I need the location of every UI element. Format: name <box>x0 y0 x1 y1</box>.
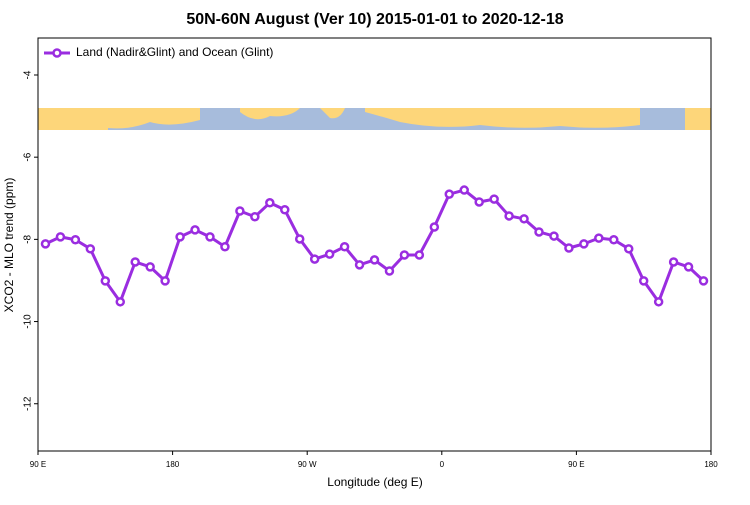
y-tick-label: -12 <box>23 396 34 411</box>
point <box>324 249 335 259</box>
y-tick-label: -10 <box>23 314 34 329</box>
point <box>294 234 305 244</box>
point <box>683 262 694 272</box>
y-axis-label: XCO2 - MLO trend (ppm) <box>2 178 16 313</box>
legend: Land (Nadir&Glint) and Ocean (Glint) <box>44 45 273 59</box>
point <box>399 250 410 260</box>
point <box>653 297 664 307</box>
point <box>130 257 140 267</box>
point <box>519 214 529 224</box>
point <box>594 233 604 243</box>
point <box>369 255 380 265</box>
point <box>115 297 126 307</box>
y-tick-label: -6 <box>23 152 34 161</box>
point <box>70 235 81 245</box>
legend-label: Land (Nadir&Glint) and Ocean (Glint) <box>76 45 273 59</box>
point <box>175 232 185 242</box>
point <box>429 222 440 232</box>
x-tick-label: 180 <box>704 460 718 469</box>
point <box>309 254 320 264</box>
point <box>459 185 469 195</box>
point <box>549 231 559 241</box>
point <box>265 198 275 208</box>
map-strip <box>38 108 711 130</box>
point <box>698 276 709 286</box>
point <box>444 189 455 199</box>
x-tick-label: 90 E <box>568 460 584 469</box>
point <box>414 250 425 260</box>
point <box>504 211 514 221</box>
point <box>280 205 290 215</box>
point <box>354 260 365 270</box>
point <box>579 239 589 249</box>
point <box>85 244 96 254</box>
point <box>40 239 51 249</box>
point <box>220 242 230 252</box>
point <box>384 266 395 276</box>
point <box>160 276 170 286</box>
y-tick-label: -8 <box>23 234 34 243</box>
point <box>100 276 111 286</box>
x-tick-label: 90 W <box>298 460 317 469</box>
point <box>339 242 350 252</box>
point <box>190 225 200 235</box>
point <box>534 227 544 237</box>
point <box>474 197 484 207</box>
x-axis-label: Longitude (deg E) <box>327 475 422 489</box>
point <box>623 244 634 254</box>
series-line <box>44 188 705 304</box>
point <box>668 257 679 267</box>
legend-marker <box>52 48 62 58</box>
point <box>250 212 260 222</box>
point <box>564 243 574 253</box>
point <box>638 276 649 286</box>
point <box>55 232 66 242</box>
point <box>205 232 215 242</box>
point <box>489 194 499 204</box>
chart-title: 50N-60N August (Ver 10) 2015-01-01 to 20… <box>186 11 563 28</box>
point <box>235 206 245 216</box>
point <box>145 262 155 272</box>
x-tick-label: 180 <box>166 460 180 469</box>
x-tick-label: 90 E <box>30 460 46 469</box>
x-tick-label: 0 <box>440 460 445 469</box>
point <box>609 235 619 245</box>
y-tick-label: -4 <box>23 70 34 79</box>
plot-frame <box>37 37 712 452</box>
